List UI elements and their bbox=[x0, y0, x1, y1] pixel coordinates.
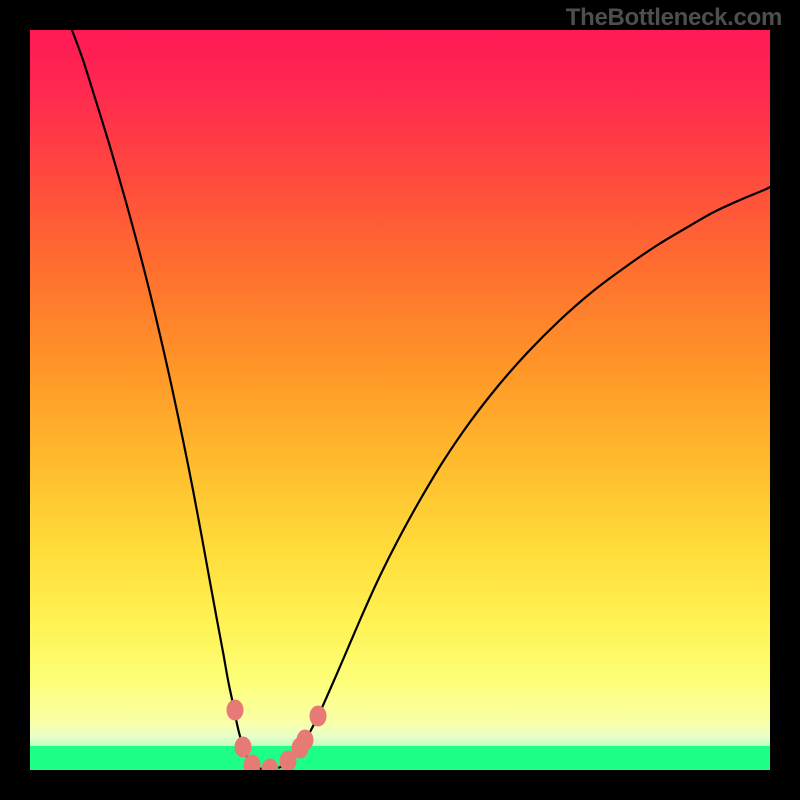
chart-frame: TheBottleneck.com bbox=[0, 0, 800, 800]
plot-area bbox=[30, 30, 770, 770]
data-markers bbox=[30, 30, 770, 770]
watermark-text: TheBottleneck.com bbox=[566, 4, 782, 32]
data-marker bbox=[262, 759, 278, 770]
data-marker bbox=[227, 700, 243, 720]
data-marker bbox=[244, 755, 260, 770]
data-marker bbox=[310, 706, 326, 726]
data-marker bbox=[297, 730, 313, 750]
data-marker bbox=[235, 737, 251, 757]
